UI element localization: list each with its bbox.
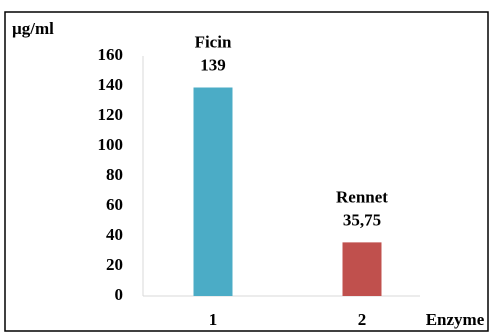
value-label: 35,75	[343, 210, 381, 229]
y-axis-label: µg/ml	[12, 19, 54, 38]
chart-border	[4, 11, 489, 332]
y-tick-label: 120	[98, 105, 124, 124]
y-tick-label: 80	[106, 165, 123, 184]
y-tick-label: 20	[106, 255, 123, 274]
y-tick-label: 60	[106, 195, 123, 214]
bar	[193, 87, 233, 296]
x-tick-label: 1	[209, 310, 218, 329]
bar-name: Ficin	[195, 32, 232, 51]
y-tick-label: 40	[106, 225, 123, 244]
y-tick-label: 140	[98, 75, 124, 94]
value-label: 139	[200, 55, 226, 74]
y-tick-label: 160	[98, 45, 124, 64]
y-tick-label: 100	[98, 135, 124, 154]
y-tick-label: 0	[115, 285, 124, 304]
x-tick-label: 2	[358, 310, 367, 329]
bar	[342, 242, 382, 296]
x-axis-label: Enzyme	[426, 310, 485, 329]
bar-name: Rennet	[336, 187, 388, 206]
